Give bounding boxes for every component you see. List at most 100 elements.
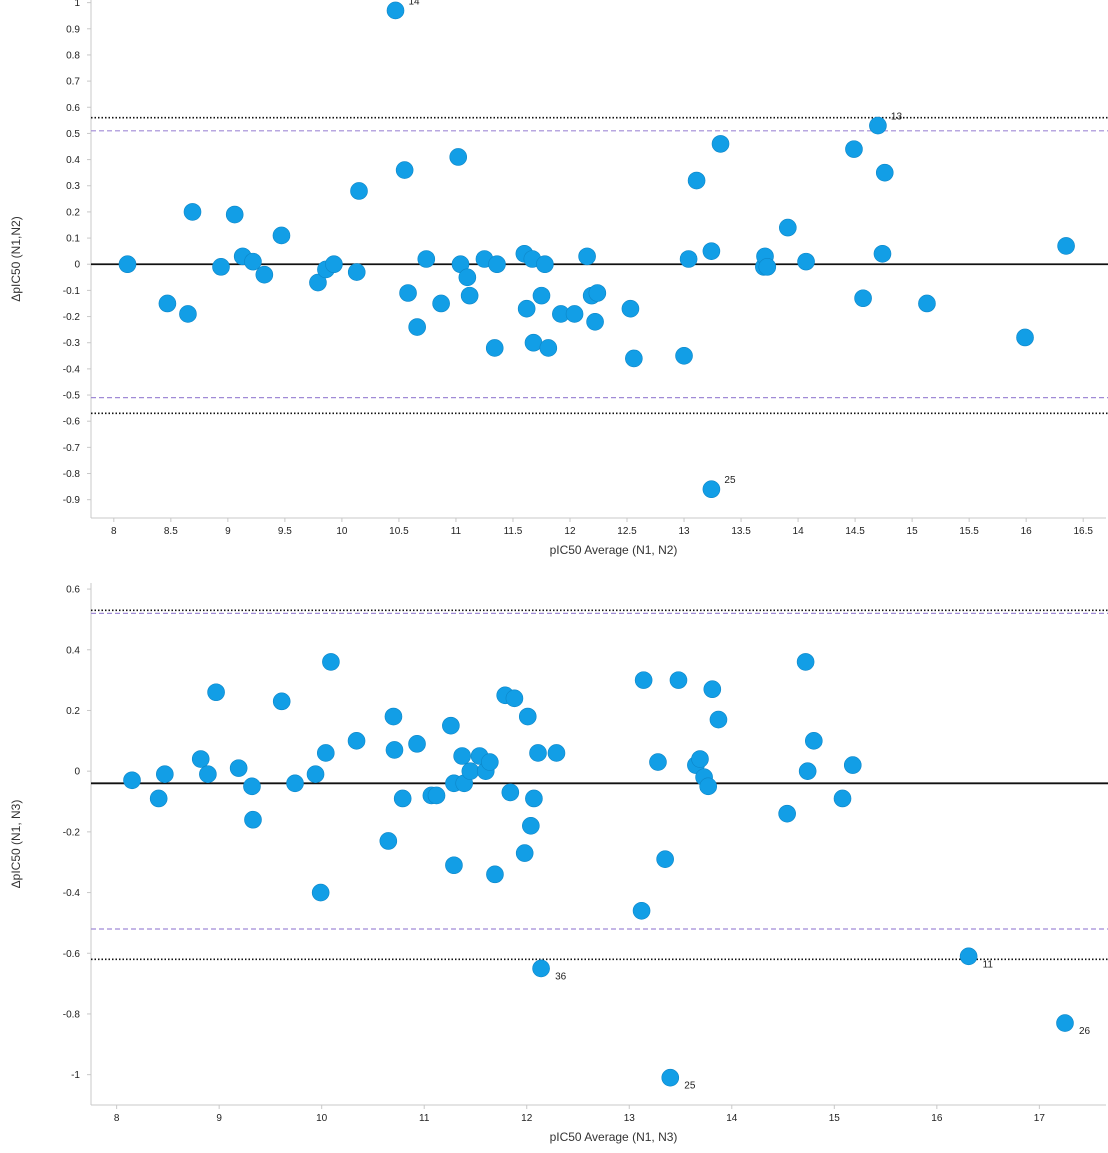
data-point (306, 765, 325, 783)
data-point (244, 810, 262, 829)
data-point (432, 294, 450, 313)
data-point (191, 750, 210, 768)
data-point (1056, 1014, 1074, 1032)
y-tick-label: -0.9 (63, 495, 81, 506)
data-point (959, 947, 978, 966)
data-point (272, 692, 291, 711)
data-point (347, 732, 366, 750)
x-tick-label: 9.5 (278, 526, 292, 537)
data-point (588, 284, 607, 302)
data-point (207, 683, 225, 702)
data-point (661, 1068, 680, 1087)
data-point (517, 299, 536, 318)
x-tick-label: 10 (316, 1113, 328, 1124)
y-axis-title: ΔpIC50 (N1,N2) (9, 216, 23, 301)
y-tick-label: 0.4 (66, 645, 80, 656)
data-point (547, 744, 566, 762)
data-point (123, 771, 141, 790)
data-point (565, 305, 584, 323)
data-point (453, 747, 471, 765)
data-point (702, 242, 721, 260)
data-point (796, 653, 815, 671)
y-tick-label: 0.7 (66, 77, 80, 88)
data-point (156, 765, 174, 783)
data-point (442, 716, 460, 735)
x-tick-label: 11 (451, 526, 462, 537)
data-point (427, 786, 446, 805)
x-tick-label: 9 (225, 526, 231, 537)
y-tick-label: 0.6 (66, 103, 80, 114)
data-point (244, 252, 262, 271)
x-tick-label: 8.5 (164, 526, 178, 537)
y-tick-label: -0.4 (63, 888, 81, 899)
x-tick-label: 13 (678, 526, 690, 537)
x-tick-label: 17 (1034, 1113, 1046, 1124)
x-tick-label: 15 (829, 1113, 841, 1124)
data-point (529, 744, 547, 762)
data-point (779, 218, 797, 237)
data-point (805, 732, 823, 750)
y-tick-label: 0.3 (66, 181, 80, 192)
x-tick-label: 13.5 (731, 526, 751, 537)
data-point (486, 865, 504, 884)
y-tick-label: -0.3 (63, 338, 81, 349)
data-point (869, 116, 887, 135)
data-point (532, 959, 550, 978)
data-point (460, 286, 479, 305)
data-point (488, 255, 506, 274)
data-point (536, 255, 554, 274)
data-point (399, 284, 417, 302)
x-tick-label: 9 (216, 1113, 222, 1124)
y-tick-label: -0.4 (63, 364, 81, 375)
data-point (379, 832, 398, 850)
x-tick-label: 8 (111, 526, 117, 537)
data-point (778, 804, 796, 823)
data-point (649, 753, 667, 771)
y-axis-title: ΔpIC50 (N1, N3) (9, 800, 23, 889)
data-point-label: 13 (891, 112, 903, 123)
data-point (669, 671, 688, 689)
data-point (703, 680, 722, 699)
data-point (711, 135, 730, 153)
data-point (311, 883, 330, 902)
data-point (347, 263, 366, 281)
y-tick-label: -0.1 (63, 286, 81, 297)
data-point (316, 744, 335, 762)
y-tick-label: 1 (74, 0, 80, 9)
data-point-label: 36 (555, 971, 567, 982)
data-point-label: 26 (1079, 1026, 1091, 1037)
data-point (325, 255, 343, 274)
chart-1: 1 0.9 0.8 0.7 0.6 0.5 0.4 0.3 0.2 0.1 0 -0.1 -0.2 -0.… (9, 0, 1108, 557)
data-point (350, 182, 368, 200)
data-point (417, 250, 436, 268)
data-point (854, 289, 872, 308)
x-tick-label: 14 (726, 1113, 738, 1124)
data-point (118, 255, 137, 274)
y-tick-label: 0 (74, 767, 80, 778)
data-point (225, 205, 244, 224)
y-tick-label: 0.2 (66, 207, 80, 218)
x-tick-label: 12 (564, 526, 576, 537)
x-tick-label: 12.5 (617, 526, 637, 537)
data-point (625, 349, 643, 368)
data-point (408, 318, 426, 336)
data-point (699, 777, 718, 796)
x-tick-label: 10.5 (389, 526, 409, 537)
data-point (393, 789, 412, 808)
data-point (539, 339, 558, 357)
y-tick-label: -0.5 (63, 391, 81, 402)
data-point-label: 25 (684, 1081, 696, 1092)
data-point (272, 226, 291, 245)
data-point (843, 756, 862, 774)
x-tick-label: 16 (1021, 526, 1033, 537)
data-point (384, 707, 403, 726)
x-tick-label: 11.5 (504, 526, 523, 537)
x-tick-label: 12 (521, 1113, 533, 1124)
data-point (525, 789, 543, 808)
x-axis-title: pIC50 Average (N1, N3) (550, 1130, 678, 1144)
data-point (797, 252, 815, 271)
data-point (458, 268, 477, 287)
x-tick-label: 13 (624, 1113, 636, 1124)
data-point (505, 689, 524, 708)
